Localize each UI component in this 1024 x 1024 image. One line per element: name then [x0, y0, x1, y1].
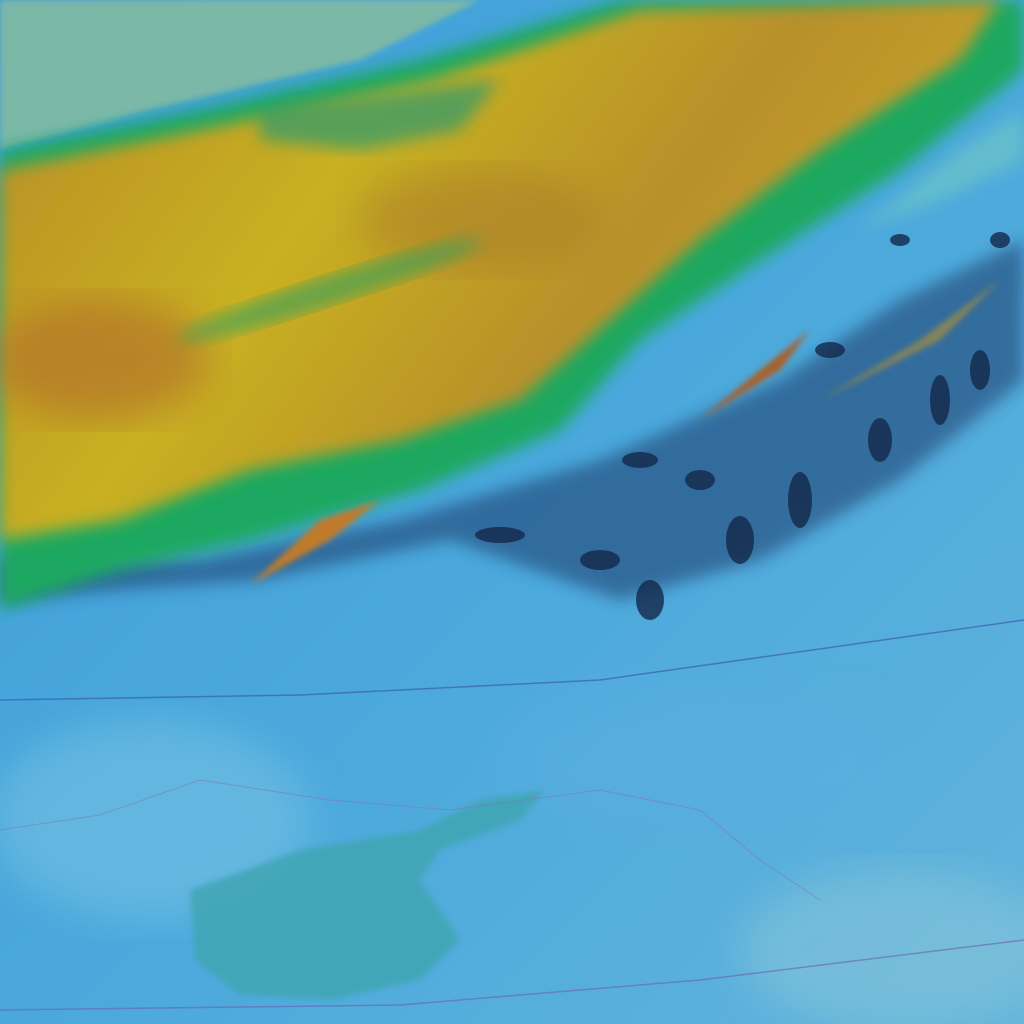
land-haze [500, 680, 900, 840]
cloud-streak-light [860, 110, 1024, 230]
cloud-streak [250, 500, 380, 585]
corner-region [0, 0, 480, 150]
cloud-warm-patch [0, 300, 210, 420]
cloud-inner-edge [260, 80, 500, 150]
boundary-line [0, 939, 1024, 1011]
cloud-core [0, 0, 1000, 540]
cloud-shadow-band [0, 240, 1024, 600]
land-haze [740, 870, 1024, 1024]
boundary-line [0, 779, 821, 901]
cloud-shadow-speckles [475, 232, 1010, 620]
land-haze [0, 720, 310, 920]
cloud-warm-patch [360, 170, 600, 270]
lake [190, 790, 545, 1000]
boundary-line [0, 619, 1024, 701]
cloud-green-streak [177, 238, 483, 342]
cloud-streak [700, 330, 810, 420]
